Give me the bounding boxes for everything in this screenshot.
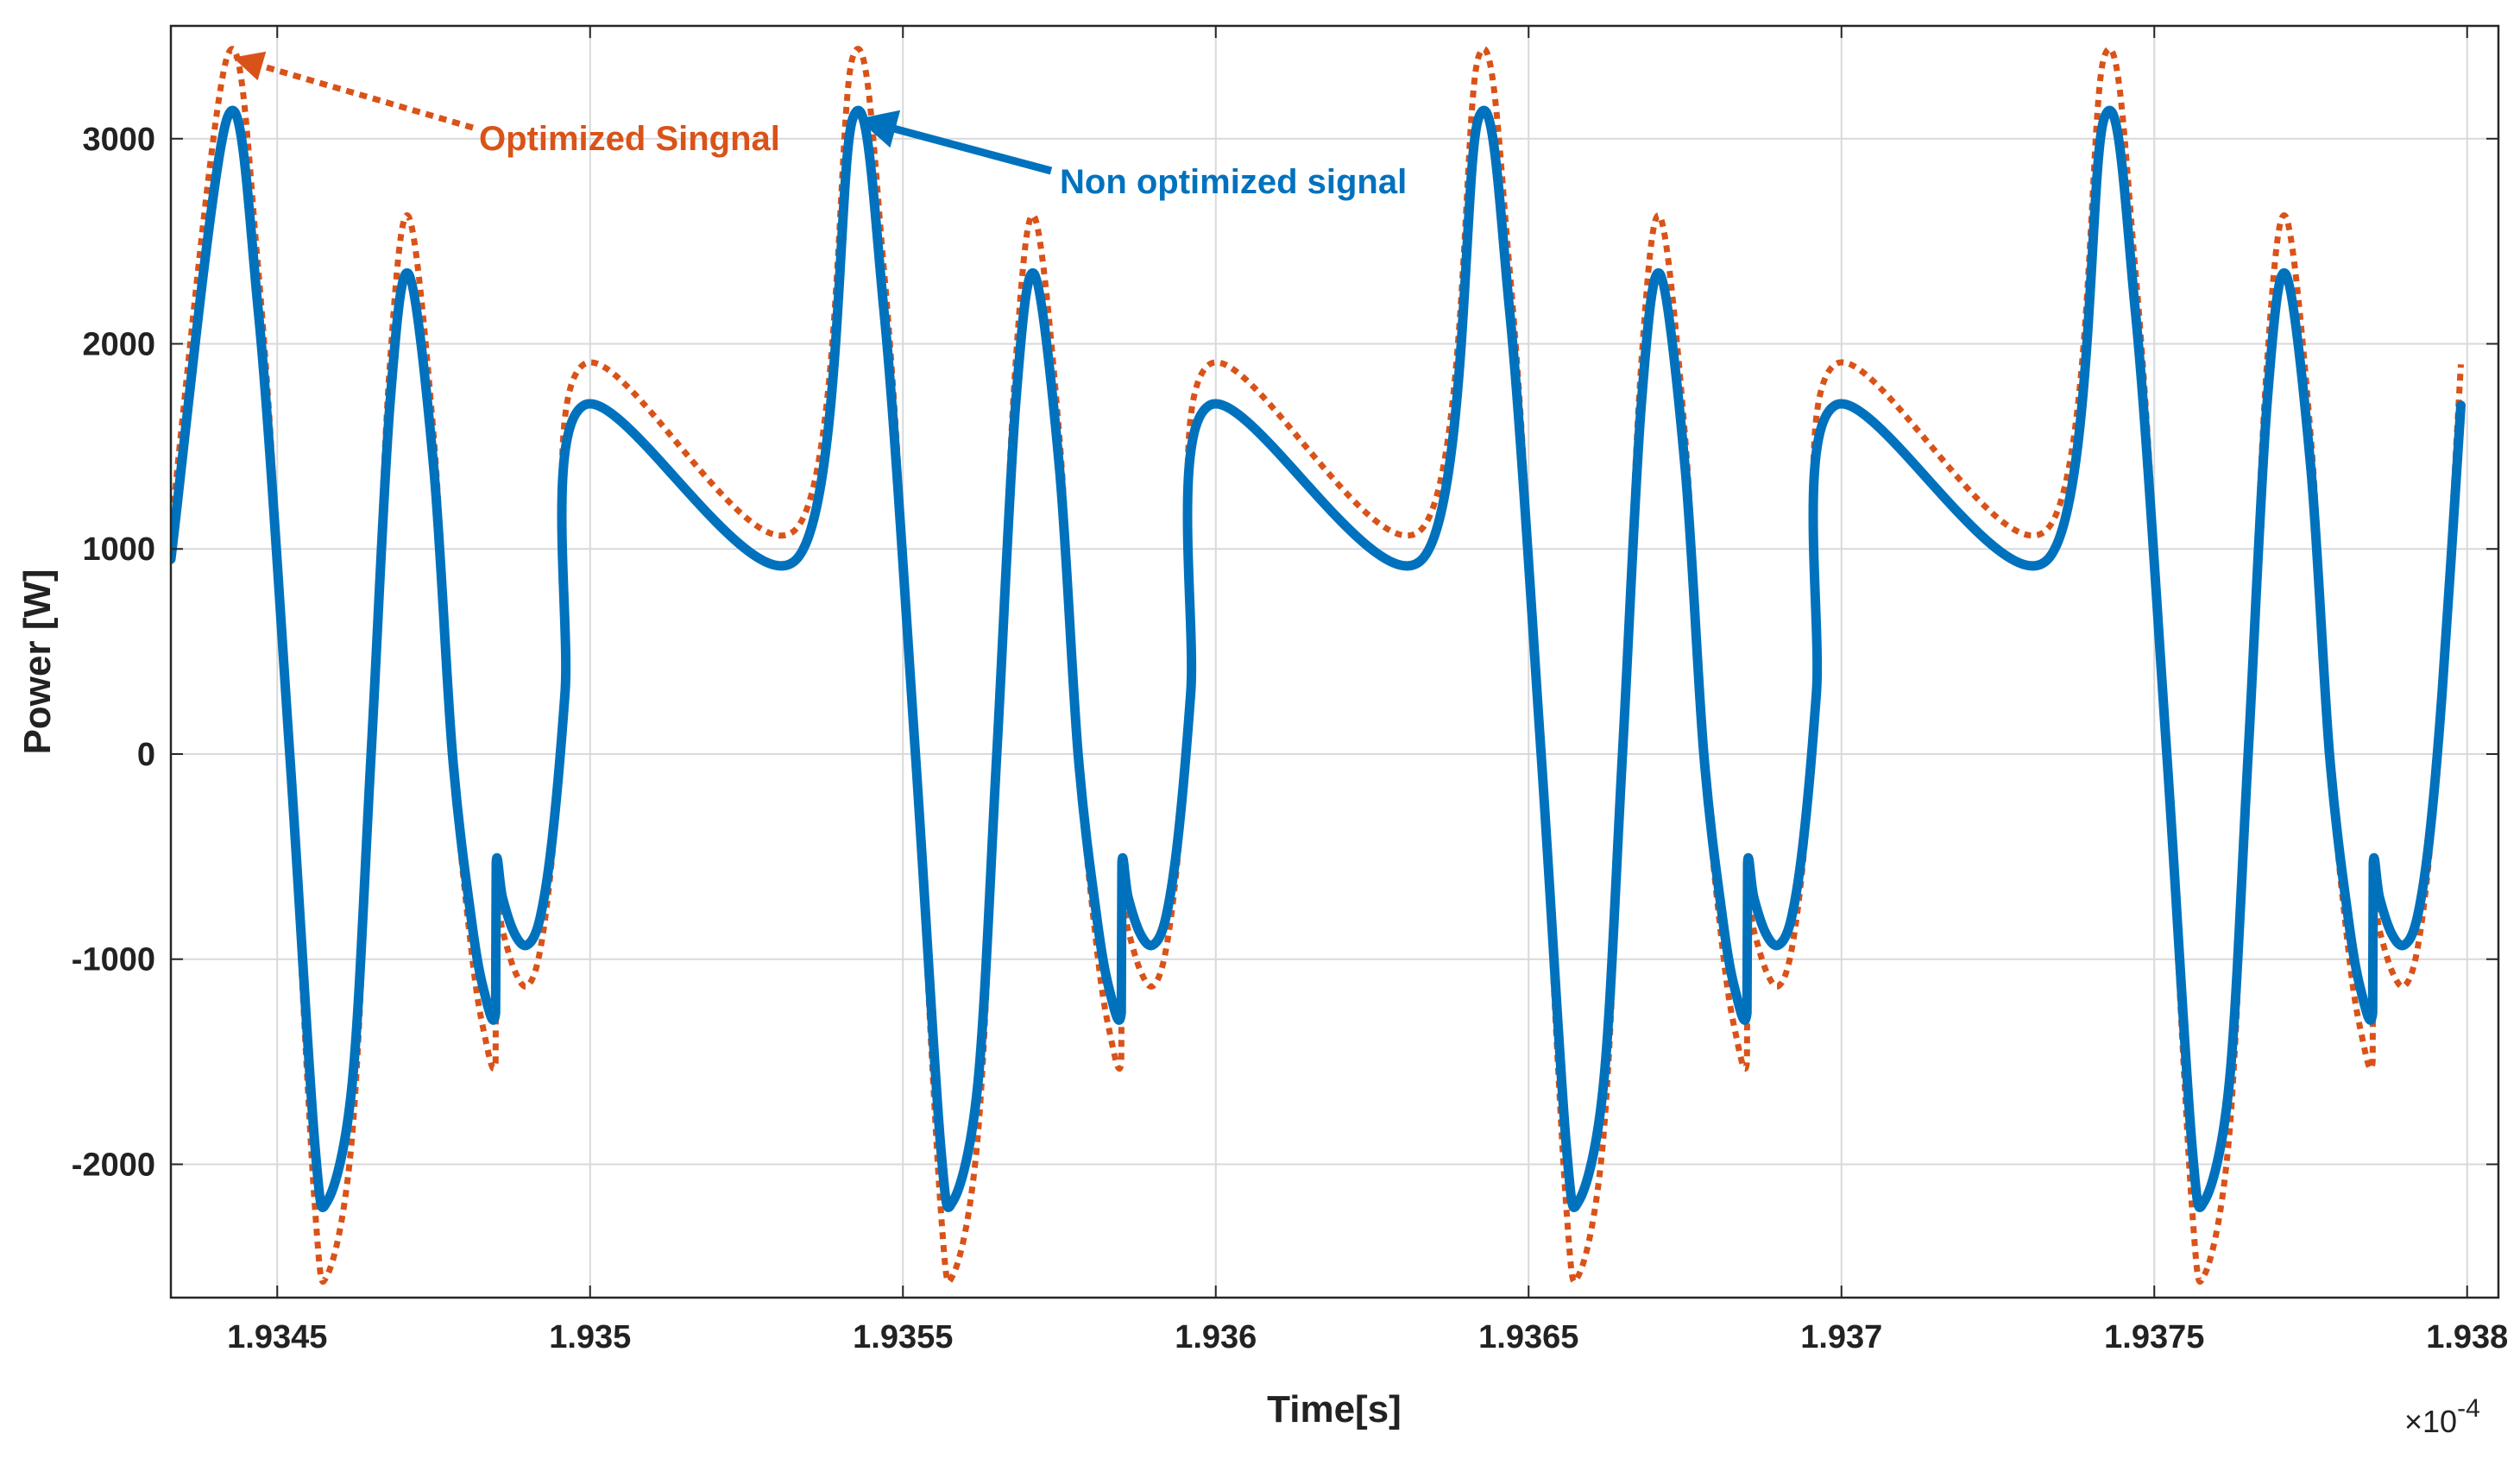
annotation-label: Optimized Singnal: [479, 120, 780, 158]
x-tick-label: 1.9375: [2104, 1319, 2204, 1355]
x-tick-label: 1.938: [2426, 1319, 2508, 1355]
x-axis-label: Time[s]: [1267, 1388, 1402, 1430]
optimized-signal-line: [171, 46, 2464, 1285]
y-tick-label: -2000: [72, 1147, 155, 1183]
x-exponent-base: ×10: [2404, 1404, 2457, 1439]
tick-labels: 1.9345 1.935 1.9355 1.936 1.9365 1.937 1.9375 1…: [72, 122, 2509, 1355]
y-axis-label: Power [W]: [16, 569, 59, 754]
y-tick-label: 2000: [82, 327, 155, 363]
x-tick-label: 1.935: [549, 1319, 631, 1355]
x-tick-label: 1.9365: [1478, 1319, 1578, 1355]
y-tick-label: 0: [137, 737, 155, 773]
y-tick-label: 1000: [82, 531, 155, 568]
annotations: Optimized Singnal Non optimized signal: [232, 51, 1407, 201]
annotation-label: Non optimized signal: [1060, 163, 1407, 201]
x-tick-label: 1.9355: [853, 1319, 953, 1355]
x-tick-label: 1.9345: [227, 1319, 327, 1355]
plot-frame: [169, 24, 2500, 1299]
x-exponent: ×10-4: [2404, 1394, 2480, 1439]
series-layer: [171, 46, 2466, 1285]
x-tick-label: 1.936: [1175, 1319, 1257, 1355]
non-optimized-signal-line: [171, 105, 2466, 1212]
y-tick-label: -1000: [72, 942, 155, 978]
x-tick-label: 1.937: [1800, 1319, 1882, 1355]
annotation-arrow: [857, 110, 1053, 175]
plot-area: [171, 26, 2498, 1298]
x-exponent-power: -4: [2457, 1394, 2480, 1423]
y-tick-label: 3000: [82, 122, 155, 158]
tick-marks: [171, 26, 2498, 1298]
